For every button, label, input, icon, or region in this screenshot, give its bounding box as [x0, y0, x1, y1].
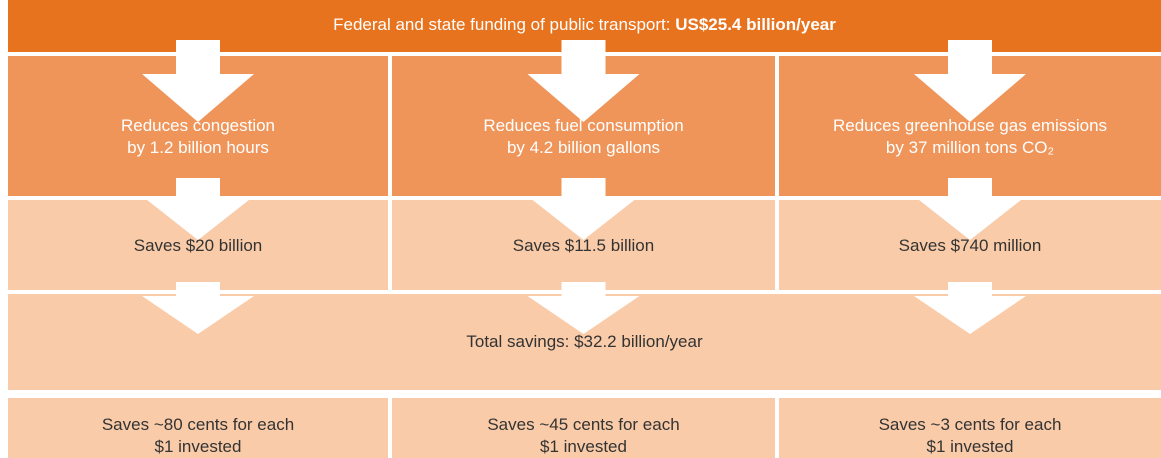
arrow — [142, 178, 254, 240]
return-box — [392, 398, 775, 458]
arrow — [914, 178, 1026, 240]
return-line: $1 invested — [154, 437, 242, 456]
arrow — [914, 40, 1026, 122]
arrow — [914, 282, 1026, 334]
savings-text: Saves $740 million — [898, 236, 1042, 255]
funding-amount: US$25.4 billion/year — [675, 15, 836, 34]
effect-line: Reduces greenhouse gas emissions — [832, 116, 1108, 135]
arrow — [142, 282, 254, 334]
effect-text: Reduces fuel consumption by 4.2 billion g… — [392, 115, 775, 159]
effect-line: Reduces fuel consumption — [483, 116, 684, 135]
return-line: $1 invested — [540, 437, 627, 456]
effect-text: Reduces greenhouse gas emissions by 37 mi… — [779, 115, 1161, 159]
arrow — [527, 178, 640, 240]
return-text: Saves ~80 cents for each $1 invested — [8, 414, 388, 458]
arrow — [142, 40, 254, 122]
effect-line: Reduces congestion — [120, 116, 276, 135]
return-line: Saves ~3 cents for each — [878, 415, 1062, 434]
total-text: Total savings: $32.2 billion/year — [466, 332, 703, 351]
savings-text: Saves $11.5 billion — [512, 236, 655, 255]
arrow — [527, 40, 640, 122]
funding-text: Federal and state funding of public tran… — [333, 14, 836, 36]
return-box — [779, 398, 1161, 458]
effect-line: by 1.2 billion hours — [127, 138, 269, 157]
effect-text: Reduces congestion by 1.2 billion hours — [8, 115, 388, 159]
return-line: Saves ~45 cents for each — [487, 415, 680, 434]
return-text: Saves ~45 cents for each $1 invested — [392, 414, 775, 458]
arrow — [527, 282, 640, 334]
return-line: $1 invested — [926, 437, 1014, 456]
funding-label: Federal and state funding of public tran… — [333, 15, 671, 34]
return-box — [8, 398, 388, 458]
effect-line: by 4.2 billion gallons — [506, 138, 661, 157]
effect-line: by 37 million tons CO₂ — [885, 138, 1055, 157]
return-line: Saves ~80 cents for each — [101, 415, 295, 434]
savings-text: Saves $20 billion — [133, 236, 263, 255]
return-text: Saves ~3 cents for each $1 invested — [779, 414, 1161, 458]
